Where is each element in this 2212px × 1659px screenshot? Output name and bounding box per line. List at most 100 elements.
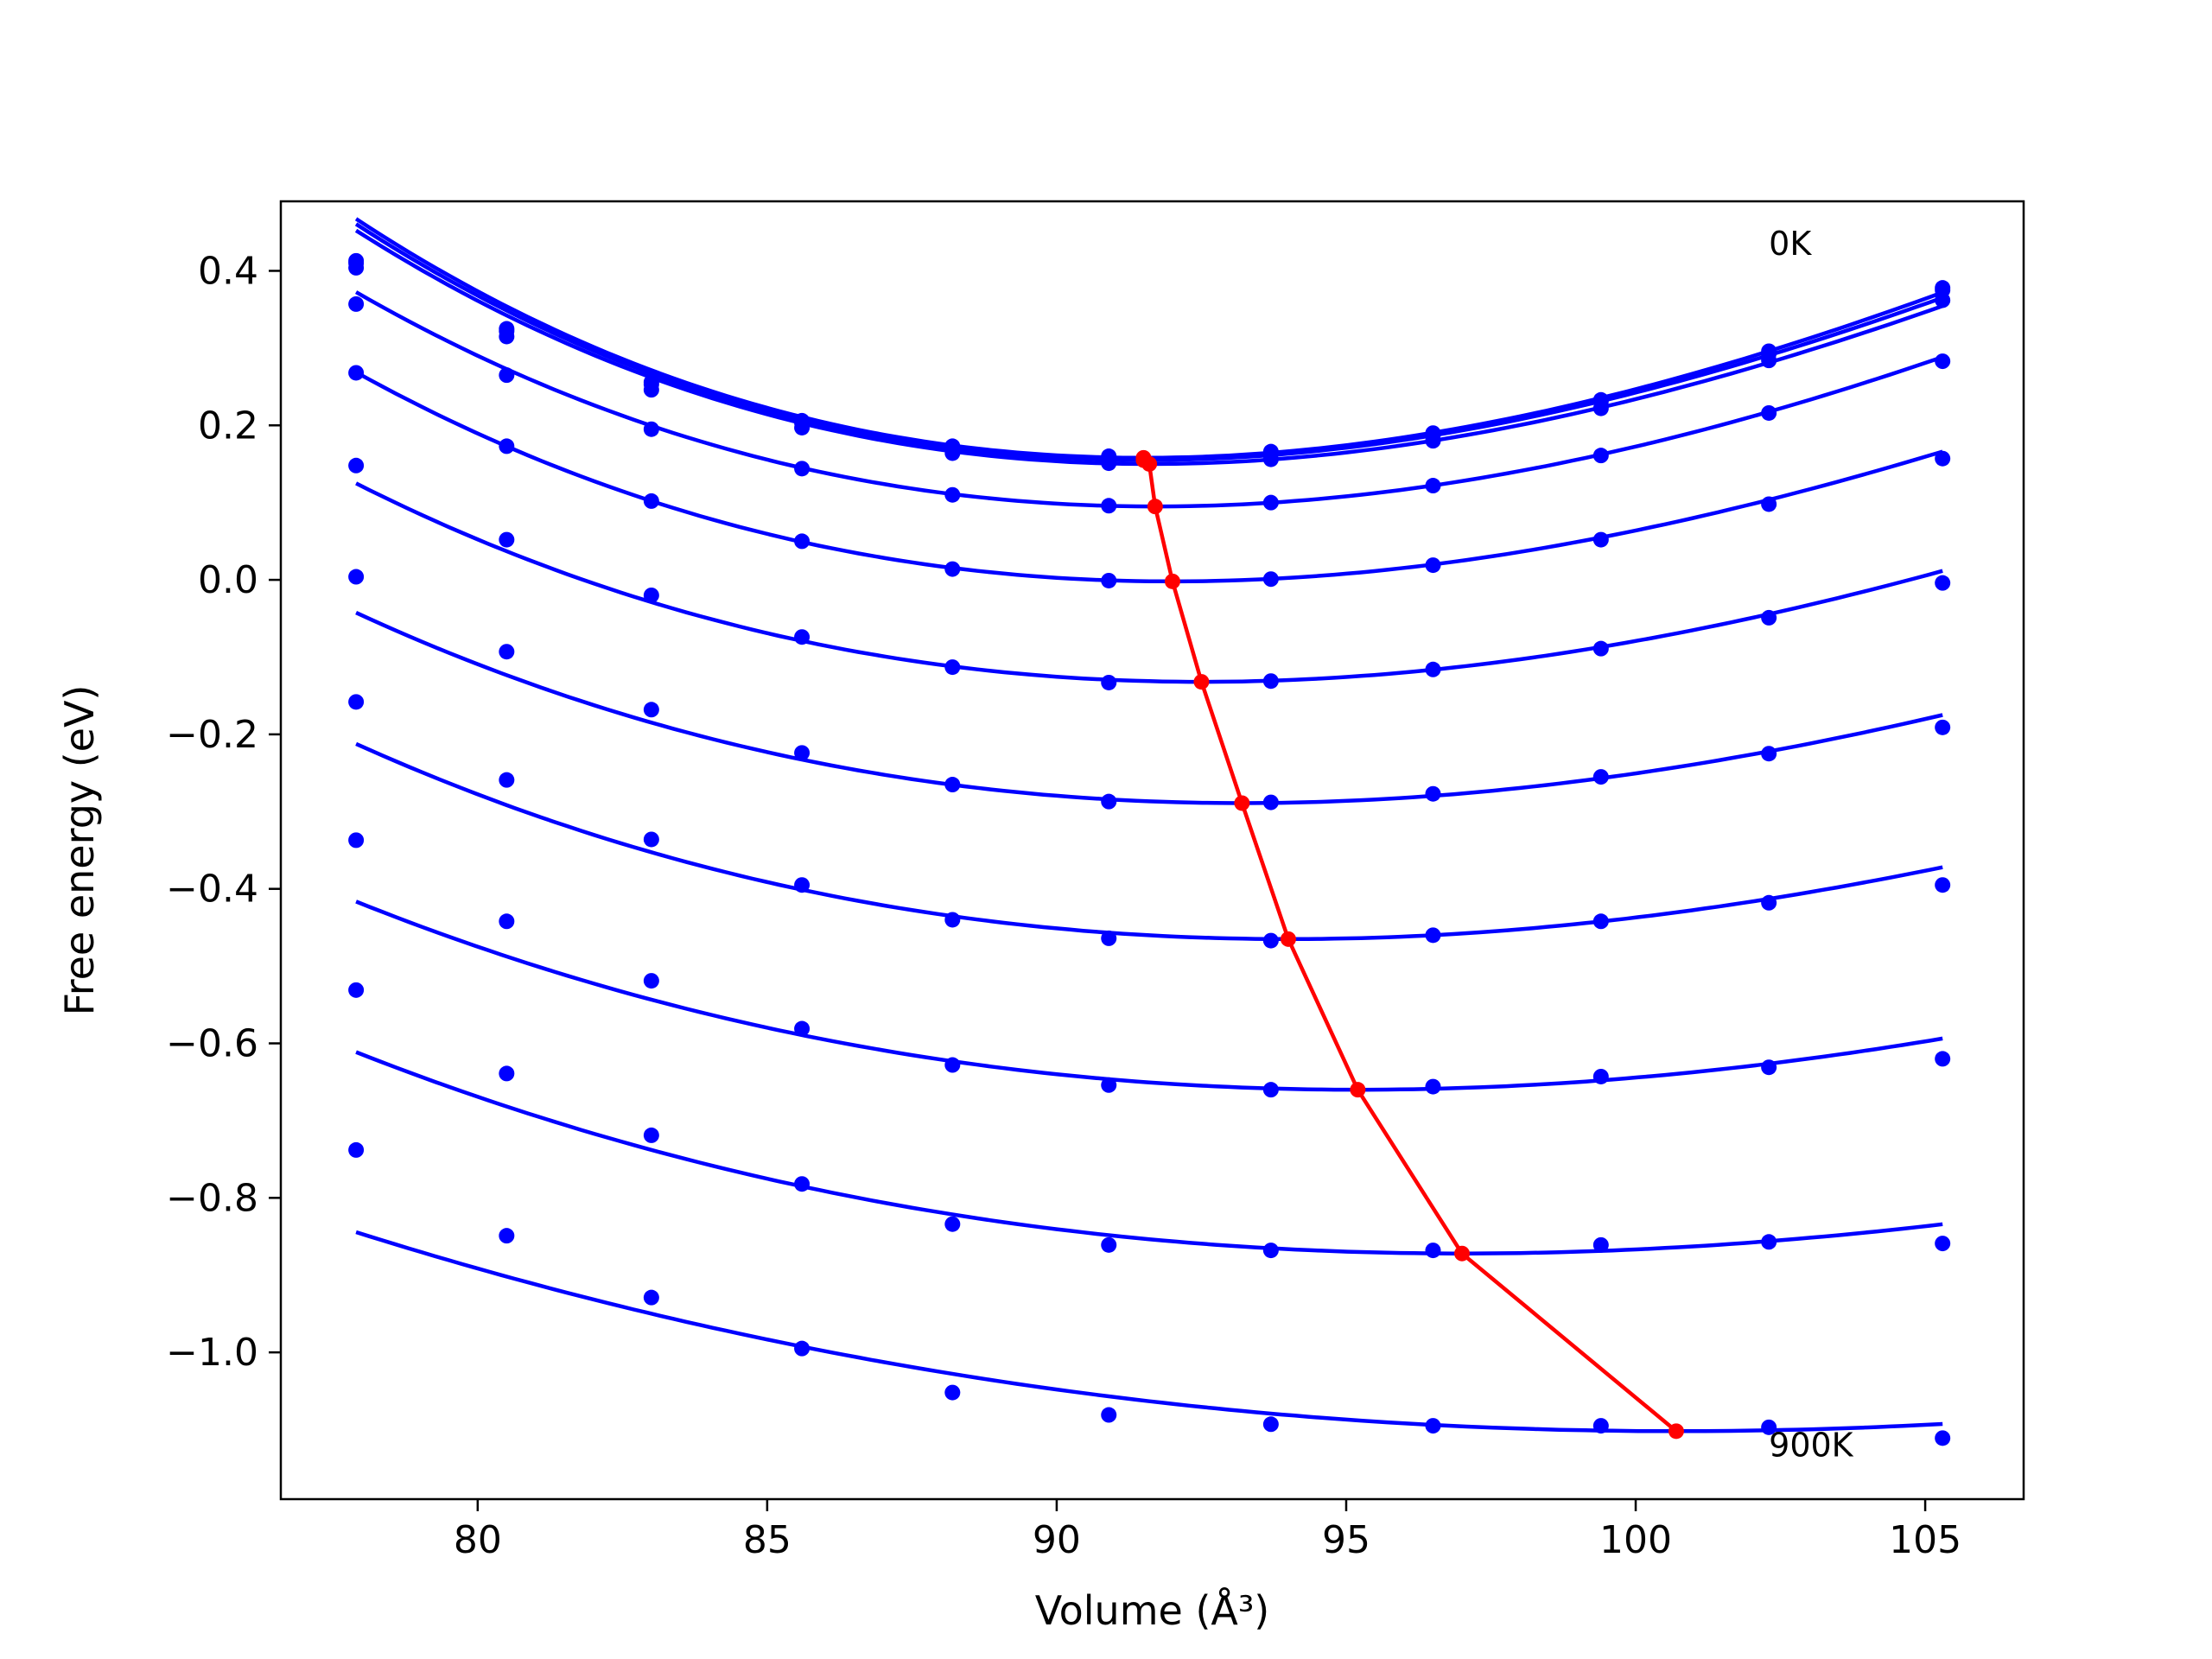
isotherm-2-point	[348, 259, 365, 276]
isotherm-10-point	[1101, 1407, 1117, 1423]
isotherm-4-point	[1425, 557, 1441, 574]
minimum-path-line	[1141, 457, 1678, 1433]
isotherm-7-point	[1101, 930, 1117, 946]
y-tick-label: −0.2	[166, 713, 258, 757]
isotherm-8-point	[1101, 1077, 1117, 1093]
isotherm-8-point	[1592, 1068, 1609, 1084]
isotherm-10-point	[944, 1384, 961, 1401]
isotherm-8-point	[348, 832, 365, 849]
isotherm-10-point	[1592, 1418, 1609, 1434]
isotherm-7-point	[1761, 894, 1777, 911]
isotherm-10-point	[1425, 1418, 1441, 1434]
isotherm-4-point	[1262, 571, 1279, 588]
isotherm-2-point	[643, 382, 659, 398]
isotherm-2-point	[1592, 400, 1609, 416]
isotherm-2-point	[1425, 433, 1441, 449]
isotherm-5-point	[1761, 609, 1777, 626]
isotherm-2-point	[499, 328, 515, 345]
isotherm-7-point	[1262, 932, 1279, 949]
isotherm-5-point	[348, 457, 365, 474]
isotherm-3-point	[794, 461, 810, 477]
x-tick-label: 90	[1033, 1518, 1081, 1562]
isotherm-5-point	[1425, 661, 1441, 677]
isotherm-8-point	[794, 1020, 810, 1037]
isotherm-fit-line-9	[355, 1050, 1943, 1255]
isotherm-9-point	[794, 1176, 810, 1192]
isotherm-3-point	[643, 421, 659, 437]
isotherm-fit-line-6	[355, 611, 1943, 805]
minimum-point	[1280, 931, 1296, 947]
isotherm-fit-line-10	[355, 1230, 1943, 1433]
isotherm-8-point	[944, 1057, 961, 1073]
isotherm-5-point	[1101, 674, 1117, 690]
minimum-point	[1350, 1082, 1366, 1098]
isotherm-10-point	[1262, 1416, 1279, 1433]
isotherm-8-point	[499, 913, 515, 930]
isotherm-7-point	[348, 694, 365, 710]
isotherm-9-point	[643, 1127, 659, 1143]
isotherm-6-point	[1101, 793, 1117, 810]
y-tick-label: 0.2	[198, 404, 258, 448]
isotherm-9-point	[944, 1216, 961, 1232]
y-tick-label: 0.0	[198, 558, 258, 602]
isotherm-6-point	[643, 702, 659, 718]
isotherm-9-point	[1935, 1236, 1951, 1252]
isotherm-7-point	[1425, 927, 1441, 944]
isotherm-fit-line-8	[355, 899, 1943, 1092]
x-tick-label: 80	[454, 1518, 502, 1562]
minimum-point	[1164, 573, 1180, 589]
plot-area	[348, 217, 1951, 1446]
isotherm-fit-line-4	[355, 370, 1943, 584]
isotherm-6-point	[1262, 794, 1279, 810]
annotation-top: 0K	[1769, 225, 1812, 263]
isotherm-3-point	[1592, 448, 1609, 464]
minimum-point	[1147, 499, 1163, 515]
isotherm-4-point	[348, 365, 365, 381]
isotherm-5-point	[1592, 640, 1609, 657]
isotherm-fit-line-0	[354, 217, 1943, 461]
isotherm-6-point	[1592, 769, 1609, 785]
isotherm-6-point	[1425, 785, 1441, 802]
isotherm-9-point	[1592, 1236, 1609, 1253]
x-axis-label: Volume (Å³)	[1035, 1587, 1270, 1634]
isotherm-9-point	[1262, 1243, 1279, 1259]
isotherm-2-point	[1101, 455, 1117, 472]
isotherm-8-point	[1935, 1051, 1951, 1067]
isotherm-3-point	[499, 367, 515, 384]
isotherm-8-point	[1425, 1078, 1441, 1095]
minimum-point	[1234, 795, 1250, 811]
minimum-point	[1454, 1245, 1471, 1262]
isotherm-fit-line-1	[354, 222, 1943, 462]
isotherm-3-point	[1262, 494, 1279, 511]
y-axis: −1.0 −0.8 −0.6 −0.4 −0.2 0.0 0.2 0.4	[166, 249, 281, 1375]
isotherm-10-point	[643, 1289, 659, 1306]
x-tick-label: 85	[743, 1518, 791, 1562]
isotherm-6-point	[1935, 719, 1951, 735]
isotherm-4-point	[499, 438, 515, 454]
isotherm-4-point	[643, 493, 659, 509]
isotherm-6-point	[348, 569, 365, 585]
isotherm-2-point	[1761, 353, 1777, 369]
isotherm-9-point	[348, 982, 365, 998]
isotherm-4-point	[1592, 531, 1609, 548]
isotherm-10-point	[1935, 1430, 1951, 1446]
isotherm-2-point	[944, 445, 961, 461]
minimum-point	[1141, 455, 1158, 472]
isotherm-fit-line-7	[355, 741, 1943, 942]
isotherm-10-point	[499, 1228, 515, 1244]
isotherm-8-point	[1262, 1082, 1279, 1098]
isotherm-3-point	[1761, 404, 1777, 421]
isotherm-2-point	[1262, 451, 1279, 467]
isotherm-8-point	[1761, 1059, 1777, 1076]
isotherm-7-point	[643, 831, 659, 848]
isotherm-7-point	[1592, 913, 1609, 930]
isotherm-7-point	[1935, 877, 1951, 893]
isotherm-5-point	[944, 659, 961, 676]
isotherm-7-point	[794, 877, 810, 893]
plot-frame	[279, 200, 2025, 1501]
isotherm-4-point	[944, 561, 961, 577]
y-tick-label: −0.4	[166, 868, 258, 912]
y-tick-label: −0.8	[166, 1176, 258, 1220]
isotherm-2-point	[794, 419, 810, 435]
